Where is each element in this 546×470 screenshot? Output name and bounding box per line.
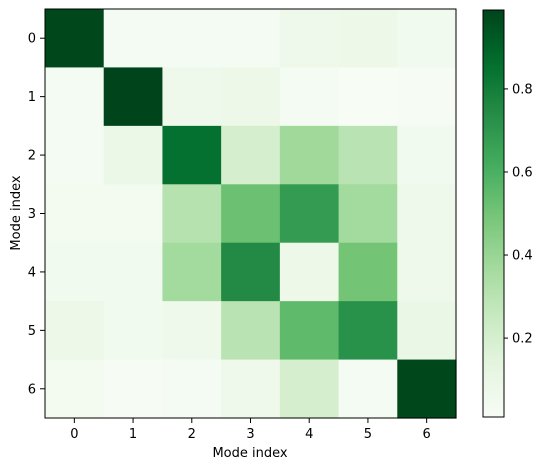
heatmap-cell-5-4 — [279, 301, 340, 361]
heatmap-cell-4-5 — [338, 242, 398, 302]
colorbar — [482, 9, 505, 418]
heatmap-cell-5-1 — [103, 301, 164, 361]
heatmap-cell-6-6 — [397, 359, 457, 419]
heatmap-cell-1-1 — [103, 67, 164, 127]
y-tick-label: 0 — [28, 32, 36, 47]
y-tick-label: 2 — [28, 149, 36, 164]
x-tick-label: 6 — [423, 427, 431, 442]
colorbar-tick-label: 0.6 — [512, 165, 533, 180]
y-tick-label: 5 — [28, 324, 36, 339]
heatmap-cell-2-0 — [45, 125, 105, 185]
y-tick-label: 4 — [28, 265, 36, 280]
y-tick-label: 3 — [28, 207, 36, 222]
heatmap-cell-5-0 — [45, 301, 105, 361]
heatmap-cells — [45, 9, 457, 419]
heatmap-cell-5-3 — [221, 301, 281, 361]
heatmap-cell-3-1 — [103, 184, 164, 244]
heatmap-cell-6-1 — [103, 359, 164, 419]
heatmap-cell-3-3 — [221, 184, 281, 244]
x-tick-label: 0 — [70, 427, 78, 442]
heatmap-cell-6-2 — [162, 359, 222, 419]
x-tick-label: 5 — [364, 427, 372, 442]
x-axis-ticks: 0 1 2 3 4 5 6 — [70, 418, 431, 442]
heatmap-cell-6-3 — [221, 359, 281, 419]
y-tick-label: 1 — [28, 90, 36, 105]
heatmap-cell-0-6 — [397, 9, 457, 69]
x-tick-label: 4 — [305, 427, 313, 442]
heatmap-cell-5-2 — [162, 301, 222, 361]
colorbar-tick-label: 0.8 — [512, 82, 533, 97]
heatmap-cell-0-2 — [162, 9, 222, 69]
colorbar-ticks: 0.2 0.4 0.6 0.8 — [504, 82, 533, 347]
heatmap-cell-4-3 — [221, 242, 281, 302]
heatmap-cell-2-2 — [162, 125, 222, 185]
heatmap-cell-6-0 — [45, 359, 105, 419]
y-tick-label: 6 — [28, 382, 36, 397]
heatmap-cell-3-0 — [45, 184, 105, 244]
heatmap-cell-2-4 — [279, 125, 340, 185]
y-axis-ticks: 0 1 2 3 4 5 6 — [28, 32, 45, 397]
x-tick-label: 3 — [246, 427, 254, 442]
heatmap-cell-2-5 — [338, 125, 398, 185]
heatmap-cell-4-0 — [45, 242, 105, 302]
heatmap-cell-3-4 — [279, 184, 340, 244]
heatmap-cell-4-6 — [397, 242, 457, 302]
colorbar-tick-label: 0.2 — [512, 332, 533, 347]
heatmap-cell-0-0 — [45, 9, 105, 69]
heatmap-cell-5-6 — [397, 301, 457, 361]
y-axis-label: Mode index — [9, 175, 24, 250]
heatmap-cell-3-2 — [162, 184, 222, 244]
heatmap-cell-2-1 — [103, 125, 164, 185]
heatmap-cell-2-6 — [397, 125, 457, 185]
heatmap-cell-1-5 — [338, 67, 398, 127]
heatmap-cell-4-4 — [279, 242, 340, 302]
heatmap-cell-1-4 — [279, 67, 340, 127]
heatmap-cell-0-5 — [338, 9, 398, 69]
heatmap-cell-0-4 — [279, 9, 340, 69]
heatmap-cell-3-5 — [338, 184, 398, 244]
heatmap-cell-1-3 — [221, 67, 281, 127]
heatmap-cell-1-2 — [162, 67, 222, 127]
colorbar-tick-label: 0.4 — [512, 249, 533, 264]
heatmap-cell-4-1 — [103, 242, 164, 302]
heatmap-cell-1-6 — [397, 67, 457, 127]
x-tick-label: 1 — [129, 427, 137, 442]
heatmap-cell-5-5 — [338, 301, 398, 361]
heatmap-cell-6-5 — [338, 359, 398, 419]
heatmap-cell-0-1 — [103, 9, 164, 69]
heatmap-cell-3-6 — [397, 184, 457, 244]
x-tick-label: 2 — [188, 427, 196, 442]
heatmap-cell-4-2 — [162, 242, 222, 302]
heatmap-cell-6-4 — [279, 359, 340, 419]
heatmap-cell-2-3 — [221, 125, 281, 185]
heatmap-cell-0-3 — [221, 9, 281, 69]
heatmap-cell-1-0 — [45, 67, 105, 127]
x-axis-label: Mode index — [212, 446, 287, 461]
